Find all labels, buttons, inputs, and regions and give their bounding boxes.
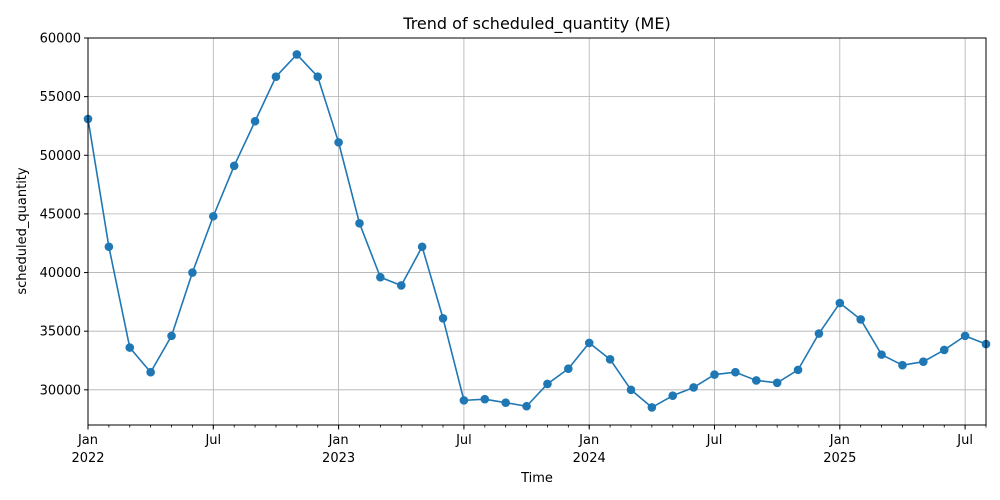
- x-tick-label: Jan: [77, 433, 98, 448]
- data-point: [459, 396, 469, 405]
- data-point: [647, 403, 657, 412]
- data-point: [417, 242, 427, 252]
- x-axis-title: Time: [520, 471, 553, 486]
- data-point: [543, 379, 552, 389]
- x-tick-year-label: 2023: [322, 451, 355, 466]
- data-point: [125, 343, 135, 352]
- data-point: [877, 350, 886, 359]
- data-point: [731, 367, 740, 377]
- series-line: [87, 53, 987, 409]
- data-point: [835, 298, 845, 308]
- data-point: [668, 391, 678, 400]
- data-point: [188, 268, 197, 277]
- x-tick-label: Jul: [455, 433, 472, 448]
- data-point: [751, 376, 761, 385]
- y-tick-label: 40000: [40, 266, 81, 281]
- data-point: [689, 383, 698, 392]
- data-point: [334, 138, 343, 147]
- data-point: [438, 313, 448, 323]
- data-point: [355, 218, 364, 228]
- x-tick-year-label: 2024: [573, 451, 606, 466]
- series-layer: [83, 50, 991, 412]
- x-tick-label: Jul: [706, 433, 723, 448]
- data-point: [501, 398, 510, 408]
- y-tick-label: 55000: [40, 90, 81, 105]
- data-point: [772, 378, 782, 388]
- data-point: [209, 211, 218, 221]
- y-axis-title: scheduled_quantity: [15, 167, 30, 295]
- x-tick-label: Jan: [578, 433, 599, 448]
- x-tick-year-label: 2025: [823, 451, 856, 466]
- y-tick-label: 60000: [40, 32, 81, 47]
- y-tick-label: 45000: [40, 207, 81, 222]
- y-axis: 30000 35000 40000 45000 50000 55000 60000: [40, 32, 88, 398]
- data-point: [626, 385, 636, 395]
- data-point: [793, 365, 803, 375]
- plot-frame: [87, 37, 987, 426]
- data-point: [313, 72, 323, 81]
- data-point: [584, 338, 594, 348]
- y-tick-label: 50000: [40, 149, 81, 164]
- data-point: [814, 329, 824, 338]
- data-point: [396, 281, 406, 290]
- data-point: [564, 364, 573, 374]
- data-point: [480, 394, 490, 404]
- data-point: [605, 355, 615, 364]
- data-point: [856, 315, 865, 324]
- chart-title: Trend of scheduled_quantity (ME): [402, 14, 670, 34]
- x-tick-year-label: 2022: [71, 451, 104, 466]
- data-point: [292, 50, 302, 59]
- x-axis: Jan 2022 Jul Jan 2023 Jul Jan 2024 Jul Jan 2025 Jul: [71, 425, 987, 466]
- y-tick-label: 30000: [40, 383, 81, 398]
- data-point: [939, 345, 949, 355]
- data-point: [522, 401, 531, 411]
- data-point: [919, 357, 928, 366]
- data-point: [146, 367, 155, 377]
- data-point: [710, 370, 719, 379]
- x-tick-label: Jan: [328, 433, 349, 448]
- data-point: [376, 272, 385, 282]
- x-tick-label: Jan: [829, 433, 850, 448]
- y-tick-label: 35000: [40, 325, 81, 340]
- data-point: [167, 331, 176, 341]
- data-point: [271, 72, 281, 81]
- data-point: [229, 161, 239, 171]
- data-point: [898, 360, 907, 370]
- data-point: [104, 242, 114, 252]
- x-tick-label: Jul: [956, 433, 973, 448]
- data-point: [250, 116, 260, 126]
- x-tick-label: Jul: [204, 433, 221, 448]
- data-point: [960, 331, 970, 341]
